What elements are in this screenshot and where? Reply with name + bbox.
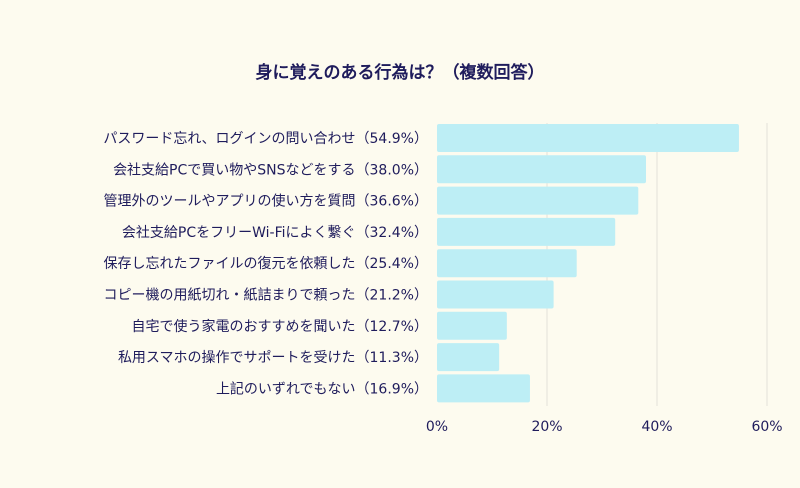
category-label: 上記のいずれでもない（16.9%） <box>216 380 428 397</box>
bar <box>437 186 639 215</box>
bar <box>437 155 646 184</box>
bar <box>437 124 739 152</box>
category-label: 保存し忘れたファイルの復元を依頼した（25.4%） <box>104 255 428 272</box>
chart-title: 身に覚えのある行為は？（複数回答） <box>255 63 545 83</box>
x-tick-label: 20% <box>531 419 562 435</box>
category-label: コピー機の用紙切れ・紙詰まりで頼った（21.2%） <box>104 288 428 304</box>
bar <box>437 343 500 372</box>
bar <box>437 311 507 340</box>
x-tick-label: 0% <box>426 419 448 435</box>
category-label: パスワード忘れ、ログインの問い合わせ（54.9%） <box>103 131 428 147</box>
category-label: 会社支給PCをフリーWi-Fiによく繋ぐ（32.4%） <box>122 225 428 241</box>
category-label: 私用スマホの操作でサポートを受けた（11.3%） <box>118 350 428 366</box>
bar <box>437 374 530 403</box>
bar <box>437 217 616 246</box>
category-label: 自宅で使う家電のおすすめを聞いた（12.7%） <box>132 318 428 335</box>
category-label: 会社支給PCで買い物やSNSなどをする（38.0%） <box>113 162 428 178</box>
bar <box>437 249 577 278</box>
x-tick-label: 60% <box>751 419 782 435</box>
x-tick-label: 40% <box>641 419 672 435</box>
category-label: 管理外のツールやアプリの使い方を質問（36.6%） <box>104 193 428 210</box>
bar <box>437 280 554 309</box>
